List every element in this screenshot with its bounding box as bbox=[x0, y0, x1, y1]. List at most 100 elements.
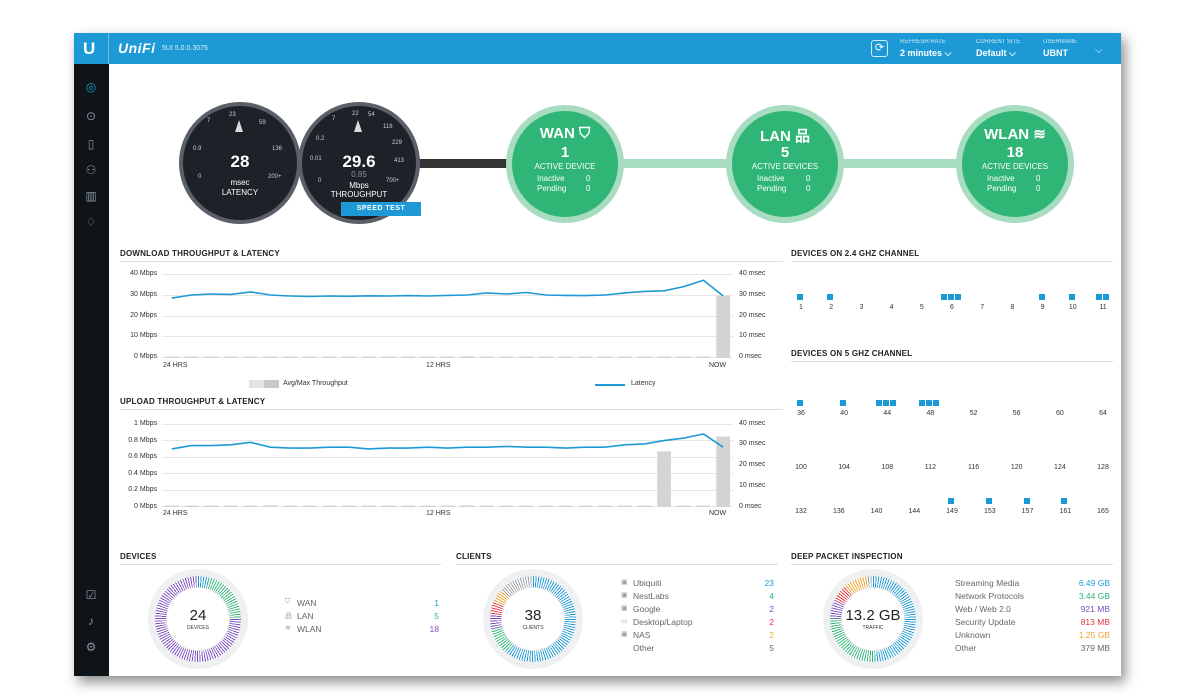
username-value[interactable]: UBNT bbox=[1043, 48, 1068, 58]
user-menu-chevron-icon[interactable]: ⌵ bbox=[1095, 45, 1103, 56]
throughput-bar[interactable] bbox=[676, 505, 691, 508]
ch24-device-marker[interactable] bbox=[827, 294, 834, 300]
throughput-bar[interactable] bbox=[558, 505, 573, 508]
insights-icon[interactable]: ♢ bbox=[85, 215, 97, 229]
throughput-bar[interactable] bbox=[460, 356, 475, 358]
throughput-bar[interactable] bbox=[224, 505, 238, 508]
throughput-bar[interactable] bbox=[342, 505, 356, 508]
settings-icon[interactable]: ⚙ bbox=[85, 640, 97, 654]
wan-status[interactable]: WAN ⛉ 1 ACTIVE DEVICE Inactive 0 Pending… bbox=[506, 105, 624, 223]
throughput-bar[interactable] bbox=[224, 356, 238, 359]
upload-chart-plot[interactable] bbox=[162, 424, 733, 507]
throughput-bar[interactable] bbox=[164, 505, 179, 508]
ch24-device-marker[interactable] bbox=[955, 294, 961, 300]
latency-line[interactable] bbox=[171, 433, 724, 450]
throughput-bar[interactable] bbox=[519, 356, 534, 359]
throughput-bar[interactable] bbox=[460, 505, 475, 507]
refresh-icon[interactable]: ⟳ bbox=[871, 40, 888, 57]
throughput-bar[interactable] bbox=[578, 505, 593, 508]
alerts-check-icon[interactable]: ☑ bbox=[85, 588, 97, 602]
devices-map-icon[interactable]: ⊙ bbox=[85, 109, 97, 123]
ch5-device-marker[interactable] bbox=[876, 400, 883, 406]
ch5-device-marker[interactable] bbox=[797, 400, 803, 406]
ch5-device-marker[interactable] bbox=[926, 400, 933, 406]
throughput-bar[interactable] bbox=[479, 505, 494, 508]
wlan-status[interactable]: WLAN ≋ 18 ACTIVE DEVICES Inactive 0 Pend… bbox=[956, 105, 1074, 223]
throughput-bar[interactable] bbox=[361, 505, 376, 508]
ch5-device-marker[interactable] bbox=[890, 400, 897, 406]
current-site-select[interactable]: Default ⌵ bbox=[976, 48, 1016, 59]
throughput-bar[interactable] bbox=[381, 356, 396, 359]
throughput-bar[interactable] bbox=[598, 505, 612, 508]
ch5-device-marker[interactable] bbox=[1061, 498, 1068, 504]
bell-icon[interactable]: ♪ bbox=[88, 614, 94, 628]
ubiquiti-logo[interactable]: U bbox=[83, 39, 96, 58]
throughput-bar[interactable] bbox=[696, 356, 711, 359]
throughput-bar[interactable] bbox=[578, 356, 593, 359]
throughput-bar[interactable] bbox=[637, 505, 652, 508]
ch5-device-marker[interactable] bbox=[883, 400, 890, 406]
throughput-bar[interactable] bbox=[243, 356, 258, 359]
throughput-bar[interactable] bbox=[204, 356, 219, 359]
throughput-bar[interactable] bbox=[657, 356, 671, 359]
speed-test-button[interactable]: SPEED TEST bbox=[341, 202, 421, 216]
ch5-device-marker[interactable] bbox=[919, 400, 926, 406]
throughput-bar[interactable] bbox=[519, 505, 534, 508]
throughput-bar[interactable] bbox=[440, 356, 455, 359]
refresh-rate-select[interactable]: 2 minutes ⌵ bbox=[900, 48, 951, 59]
lan-status[interactable]: LAN 品 5 ACTIVE DEVICES Inactive 0 Pendin… bbox=[726, 105, 844, 223]
throughput-bar[interactable] bbox=[263, 505, 278, 507]
ch24-device-marker[interactable] bbox=[1038, 294, 1045, 300]
ch5-device-marker[interactable] bbox=[985, 498, 992, 504]
throughput-bar[interactable] bbox=[558, 356, 573, 359]
throughput-bar[interactable] bbox=[243, 505, 258, 508]
ch24-device-marker[interactable] bbox=[1068, 294, 1075, 300]
throughput-bar[interactable] bbox=[637, 356, 652, 359]
latency-line[interactable] bbox=[171, 279, 724, 299]
ch5-device-marker[interactable] bbox=[1023, 498, 1030, 504]
throughput-bar[interactable] bbox=[479, 356, 494, 359]
ch24-device-marker[interactable] bbox=[948, 294, 954, 300]
throughput-bar[interactable] bbox=[184, 356, 199, 359]
ch5-device-marker[interactable] bbox=[840, 400, 847, 406]
ch24-device-marker[interactable] bbox=[1095, 294, 1102, 300]
throughput-bar[interactable] bbox=[499, 505, 514, 508]
download-chart-plot[interactable] bbox=[162, 274, 733, 358]
ch24-device-marker[interactable] bbox=[797, 294, 803, 300]
ch24-device-marker[interactable] bbox=[941, 294, 947, 300]
throughput-bar[interactable] bbox=[696, 505, 711, 508]
throughput-bar[interactable] bbox=[263, 356, 278, 359]
throughput-bar[interactable] bbox=[204, 505, 219, 508]
throughput-bar[interactable] bbox=[499, 356, 514, 359]
throughput-bar[interactable] bbox=[440, 505, 455, 508]
throughput-bar[interactable] bbox=[401, 505, 416, 508]
ch5-device-marker[interactable] bbox=[933, 400, 940, 406]
throughput-bar[interactable] bbox=[342, 356, 356, 359]
throughput-bar[interactable] bbox=[302, 356, 317, 359]
throughput-bar[interactable] bbox=[657, 451, 671, 507]
throughput-bar[interactable] bbox=[420, 505, 435, 508]
devices-donut[interactable]: 24 DEVICES bbox=[155, 576, 241, 662]
throughput-bar[interactable] bbox=[302, 505, 317, 508]
throughput-bar[interactable] bbox=[184, 505, 199, 508]
throughput-bar[interactable] bbox=[381, 505, 396, 508]
throughput-bar[interactable] bbox=[361, 356, 376, 359]
statistics-icon[interactable]: ▥ bbox=[85, 189, 97, 203]
throughput-bar[interactable] bbox=[322, 356, 337, 359]
ch5-device-marker[interactable] bbox=[948, 498, 954, 504]
throughput-bar[interactable] bbox=[716, 295, 731, 358]
throughput-bar[interactable] bbox=[598, 356, 612, 359]
throughput-bar[interactable] bbox=[322, 505, 337, 508]
throughput-bar[interactable] bbox=[539, 356, 553, 359]
throughput-bar[interactable] bbox=[420, 356, 435, 359]
throughput-bar[interactable] bbox=[617, 505, 632, 508]
dpi-donut[interactable]: 13.2 GB TRAFFIC bbox=[830, 576, 916, 662]
throughput-bar[interactable] bbox=[164, 356, 179, 359]
users-icon[interactable]: ⚇ bbox=[85, 163, 97, 177]
throughput-bar[interactable] bbox=[401, 356, 416, 359]
dashboard-icon[interactable]: ◎ bbox=[85, 80, 97, 94]
clients-donut[interactable]: 38 CLIENTS bbox=[490, 576, 576, 662]
map-icon[interactable]: ▯ bbox=[87, 137, 95, 151]
throughput-bar[interactable] bbox=[676, 356, 691, 359]
throughput-bar[interactable] bbox=[539, 505, 553, 508]
